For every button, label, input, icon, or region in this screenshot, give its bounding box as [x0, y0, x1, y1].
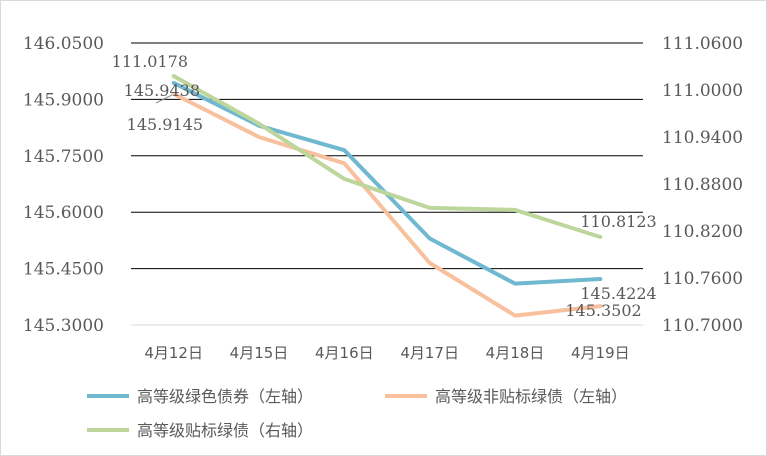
series-line [171, 91, 603, 318]
right-axis-ticks: 110.7000 110.7600 110.8200 110.8800 110.9400… [662, 34, 743, 336]
right-tick-label: 110.8800 [662, 175, 743, 195]
category-label: 4月17日 [400, 344, 459, 362]
right-tick-label: 110.7600 [662, 269, 743, 289]
category-label: 4月18日 [486, 344, 545, 362]
legend-label: 高等级非贴标绿债（左轴） [435, 387, 627, 406]
left-axis-ticks: 145.3000 145.4500 145.6000 145.7500 145.9000… [23, 34, 104, 336]
data-label: 145.4224 [580, 284, 656, 303]
legend: 高等级绿色债券（左轴） 高等级非贴标绿债（左轴） 高等级贴标绿债（右轴） [87, 387, 627, 440]
category-label: 4月16日 [315, 344, 374, 362]
data-label: 145.9438 [124, 81, 200, 100]
category-label: 4月19日 [571, 344, 630, 362]
series-lines [171, 74, 603, 318]
right-tick-label: 110.9400 [662, 128, 743, 148]
legend-label: 高等级贴标绿债（右轴） [137, 421, 313, 440]
data-label: 145.9145 [127, 115, 203, 134]
left-tick-label: 145.7500 [23, 147, 104, 167]
data-labels: 145.9438 145.4224 145.9145 145.3502 111.0178… [112, 52, 657, 320]
right-tick-label: 111.0600 [662, 34, 743, 54]
label-leader-line [155, 94, 173, 104]
series-line [171, 74, 603, 239]
data-label: 110.8123 [580, 212, 656, 231]
data-label: 145.3502 [565, 301, 641, 320]
left-tick-label: 145.6000 [23, 203, 104, 223]
left-tick-label: 145.4500 [23, 260, 104, 280]
right-tick-label: 111.0000 [662, 81, 743, 101]
left-tick-label: 145.9000 [23, 90, 104, 110]
category-labels: 4月12日 4月15日 4月16日 4月17日 4月18日 4月19日 [144, 344, 629, 362]
right-tick-label: 110.7000 [662, 316, 743, 336]
right-tick-label: 110.8200 [662, 222, 743, 242]
category-label: 4月15日 [230, 344, 289, 362]
legend-label: 高等级绿色债券（左轴） [137, 387, 313, 406]
left-tick-label: 145.3000 [23, 316, 104, 336]
category-label: 4月12日 [144, 344, 203, 362]
left-tick-label: 146.0500 [23, 34, 104, 54]
data-label: 111.0178 [112, 52, 188, 71]
